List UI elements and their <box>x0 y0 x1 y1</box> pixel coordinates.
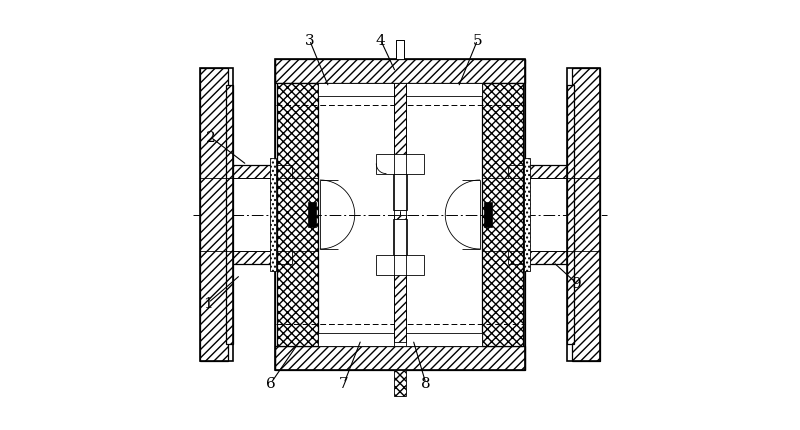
Bar <box>376 155 424 174</box>
Bar <box>275 84 292 166</box>
Bar <box>376 256 424 275</box>
Bar <box>199 69 233 361</box>
Bar <box>508 84 525 166</box>
Bar <box>394 215 406 342</box>
Bar <box>524 159 530 271</box>
Bar <box>233 166 275 178</box>
Bar <box>270 159 276 271</box>
Text: 7: 7 <box>339 377 349 390</box>
Bar <box>567 86 574 344</box>
Text: 1: 1 <box>203 296 213 310</box>
Bar <box>275 346 525 370</box>
Bar <box>275 264 292 346</box>
Bar <box>277 84 318 346</box>
Bar <box>226 86 233 344</box>
Text: 8: 8 <box>421 377 430 390</box>
Bar <box>233 252 275 264</box>
Bar <box>318 84 482 97</box>
Bar <box>393 174 407 211</box>
Bar <box>525 252 567 264</box>
Bar <box>571 69 601 361</box>
Bar <box>482 84 523 346</box>
Bar <box>275 60 525 84</box>
Text: 6: 6 <box>266 377 275 390</box>
Bar <box>525 166 567 178</box>
Bar <box>394 370 406 396</box>
Bar <box>485 202 492 228</box>
Text: 5: 5 <box>473 34 482 48</box>
Bar <box>396 41 404 60</box>
Bar <box>308 202 315 228</box>
Bar <box>275 60 525 370</box>
Bar <box>318 333 482 346</box>
Bar <box>393 219 407 256</box>
Bar <box>508 264 525 346</box>
Bar <box>199 69 229 361</box>
Text: 9: 9 <box>572 277 582 291</box>
Bar <box>394 84 406 211</box>
Text: 4: 4 <box>376 34 386 48</box>
Bar <box>567 69 601 361</box>
Text: 2: 2 <box>206 131 215 144</box>
Text: 3: 3 <box>305 34 314 48</box>
